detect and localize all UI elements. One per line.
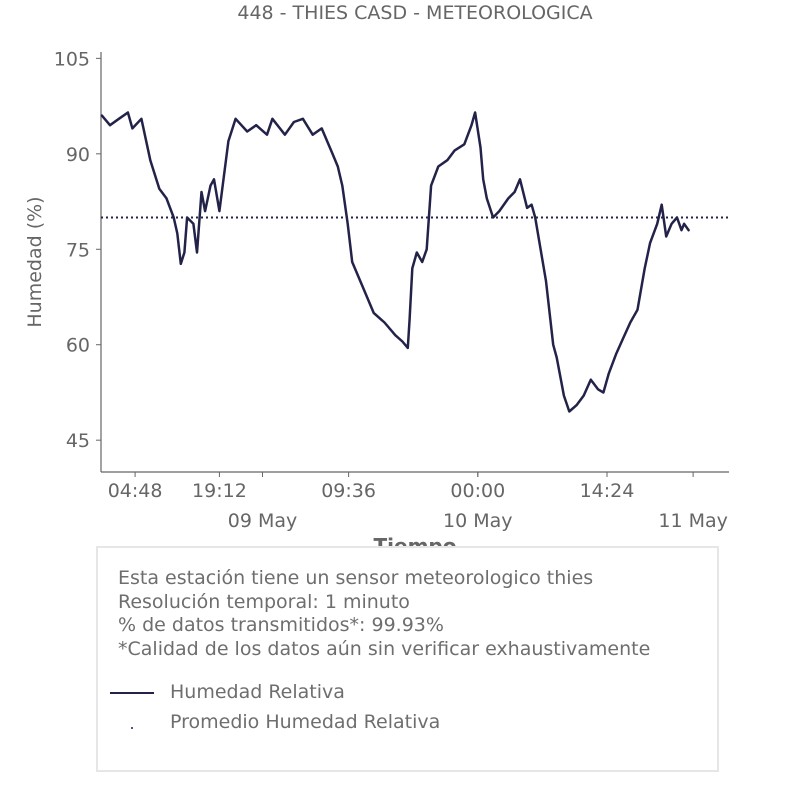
info-quality: *Calidad de los datos aún sin verificar … <box>118 637 651 660</box>
x-tick-label: 00:00 <box>450 480 505 502</box>
x-tick-label: 19:12 <box>192 480 247 502</box>
series-group <box>100 111 690 413</box>
y-tick-label: 90 <box>66 144 90 166</box>
y-tick-label: 60 <box>66 335 90 357</box>
legend-item-humedad[interactable]: Humedad Relativa <box>110 681 345 705</box>
chart-title: 448 - THIES CASD - METEOROLOGICA <box>237 2 593 24</box>
legend-label-promedio: Promedio Humedad Relativa <box>170 711 441 733</box>
series-line-humedad <box>100 111 690 413</box>
info-resolution: Resolución temporal: 1 minuto <box>118 590 410 613</box>
axis-labels-group: 45 60 75 90 105 04:48 19:12 09:36 00:00 14:24 09 M… <box>24 48 728 558</box>
x-tick-label: 14:24 <box>580 480 635 502</box>
legend-item-promedio[interactable]: Promedio Humedad Relativa <box>110 711 440 735</box>
legend-dot-icon <box>110 712 154 734</box>
y-tick-label: 45 <box>66 430 90 452</box>
x-date-label: 11 May <box>658 510 728 532</box>
legend-box: Esta estación tiene un sensor meteorolog… <box>96 546 719 772</box>
x-date-label: 10 May <box>443 510 513 532</box>
x-tick-label: 04:48 <box>108 480 163 502</box>
legend-line-icon <box>110 691 154 694</box>
x-tick-label: 09:36 <box>321 480 376 502</box>
legend-label-humedad: Humedad Relativa <box>170 681 345 703</box>
y-tick-label: 75 <box>66 239 90 261</box>
info-transmitted: % de datos transmitidos*: 99.93% <box>118 614 444 636</box>
axes <box>96 52 729 477</box>
y-tick-label: 105 <box>54 48 90 70</box>
x-date-label: 09 May <box>228 510 298 532</box>
y-axis-label: Humedad (%) <box>24 196 46 327</box>
info-sensor: Esta estación tiene un sensor meteorolog… <box>118 567 594 589</box>
station-info: Esta estación tiene un sensor meteorolog… <box>118 567 650 661</box>
